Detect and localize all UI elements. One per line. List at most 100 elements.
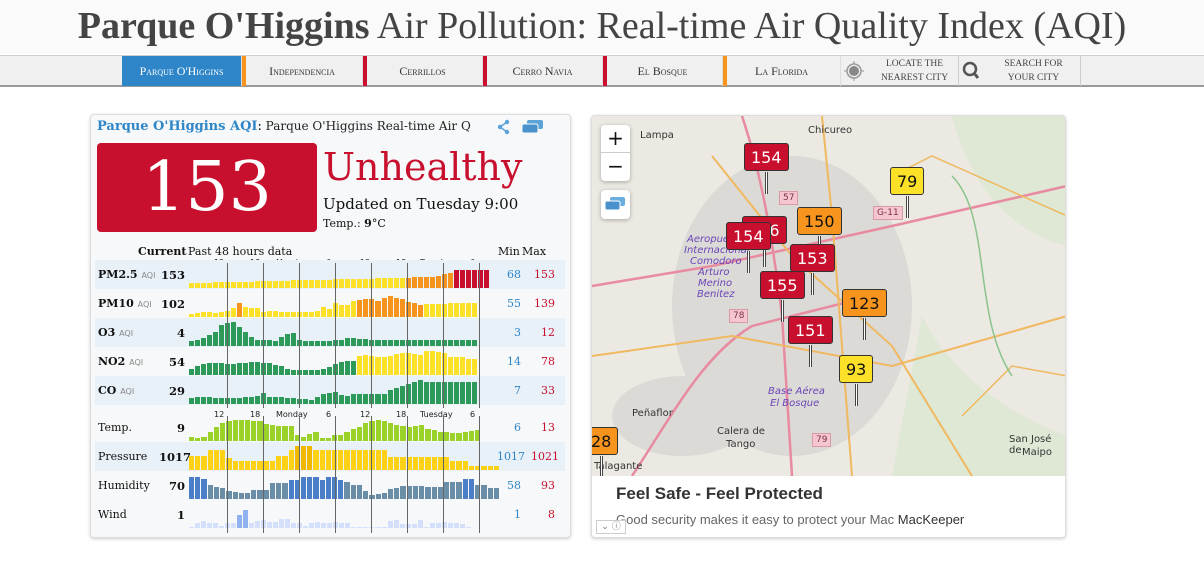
sparkline-bar	[313, 477, 319, 499]
sparkline-bar	[465, 303, 471, 317]
sparkline-bar	[189, 527, 195, 528]
sparkline-bar	[357, 339, 363, 346]
map-airport-label: Arturo	[698, 267, 730, 278]
row-o3[interactable]: O3 AQI 4 3 12	[95, 318, 565, 347]
sparkline-bar	[325, 450, 332, 470]
sparkline-bar	[226, 421, 232, 441]
sparkline-bar	[232, 461, 238, 470]
sparkline-bar	[351, 527, 357, 528]
share-icon[interactable]	[496, 119, 512, 135]
row-pm10[interactable]: PM10 AQI 102 55 139	[95, 289, 565, 318]
sparkline-bar	[351, 301, 357, 317]
aqi-status: Unhealthy	[323, 145, 523, 189]
sparkline-bar	[357, 356, 363, 375]
sparkline-bar	[269, 461, 276, 470]
ad-info-button[interactable]: ⌄ ⓘ	[596, 520, 626, 534]
sparkline-bar	[257, 490, 263, 499]
aqi-station-marker[interactable]: 151	[788, 316, 833, 367]
sparkline-bar	[220, 423, 226, 441]
time-tick	[227, 416, 228, 533]
sparkline-bar	[273, 522, 279, 528]
pm10-sparkline	[189, 291, 489, 317]
col-max: Max	[522, 245, 547, 258]
sparkline-bar	[453, 270, 459, 288]
aqi-station-marker[interactable]: 154	[726, 222, 771, 273]
map-layers-button[interactable]	[601, 190, 630, 219]
sparkline-bar	[450, 482, 456, 499]
nav-tab-la-florida[interactable]: La Florida	[723, 56, 841, 86]
zoom-in-button[interactable]: +	[601, 125, 630, 153]
sparkline-bar	[345, 338, 351, 346]
row-pressure[interactable]: Pressure 1017 1017 1021	[95, 442, 565, 471]
sparkline-bar	[195, 282, 201, 288]
aqi-station-marker[interactable]: 154	[744, 143, 789, 194]
map-airport-label: Internacional	[684, 245, 750, 256]
sparkline-bar	[441, 274, 447, 288]
sparkline-bar	[282, 456, 288, 470]
aqi-station-marker[interactable]: 155	[760, 271, 805, 322]
time-axis-bottom: 12 18 Monday 6 12 18 Tuesday 6	[214, 410, 476, 419]
sparkline-bar	[411, 524, 417, 528]
sparkline-bar	[375, 394, 381, 404]
row-no2[interactable]: NO2 AQI 54 14 78	[95, 347, 565, 376]
sparkline-bar	[406, 427, 412, 441]
locate-nearest-city-button[interactable]: LOCATE THE NEAREST CITY	[841, 56, 959, 86]
row-humidity[interactable]: Humidity 70 58 93	[95, 471, 565, 500]
sparkline-bar	[363, 355, 369, 375]
nav-tab-parque-ohiggins[interactable]: Parque O'Higgins	[122, 56, 242, 86]
time-tick	[263, 263, 264, 408]
sparkline-bar	[456, 461, 462, 470]
sparkline-bar	[363, 527, 369, 528]
nav-tab-independencia[interactable]: Independencia	[242, 56, 363, 86]
row-temp[interactable]: Temp. 9 6 13	[95, 413, 565, 442]
sparkline-bar	[429, 277, 435, 288]
sparkline-bar	[459, 303, 465, 317]
advertisement[interactable]: Feel Safe - Feel Protected Good security…	[592, 476, 1065, 537]
nav-tab-cerrillos[interactable]: Cerrillos	[363, 56, 483, 86]
aqi-map[interactable]: Lampa Chicureo Peñaflor Calera de Tango Talag…	[591, 115, 1066, 538]
sparkline-bar	[288, 450, 294, 470]
sparkline-bar	[429, 382, 435, 404]
sparkline-bar	[276, 456, 282, 470]
sparkline-bar	[201, 437, 207, 441]
row-pm25[interactable]: PM2.5 AQI 153 68 153	[95, 260, 565, 289]
sparkline-bar	[238, 493, 244, 499]
widget-icon[interactable]	[521, 119, 545, 135]
aqi-station-marker[interactable]: 79	[890, 167, 925, 218]
sparkline-bar	[339, 362, 345, 375]
sparkline-bar	[315, 311, 321, 317]
sparkline-bar	[255, 308, 261, 317]
map-place-label: Peñaflor	[632, 408, 673, 419]
search-city-button[interactable]: SEARCH FOR YOUR CITY	[959, 56, 1081, 86]
time-tick	[443, 416, 444, 533]
sparkline-bar	[303, 341, 309, 346]
sparkline-bar	[291, 312, 297, 317]
zoom-out-button[interactable]: −	[607, 154, 624, 178]
sparkline-bar	[255, 521, 261, 528]
nav-tab-el-bosque[interactable]: El Bosque	[603, 56, 723, 86]
sparkline-bar	[279, 397, 285, 404]
aqi-station-marker[interactable]: 93	[839, 355, 874, 406]
row-co[interactable]: CO AQI 29 7 33	[95, 376, 565, 405]
sparkline-bar	[219, 282, 225, 288]
sparkline-bar	[201, 312, 207, 317]
sparkline-bar	[231, 364, 237, 375]
sparkline-bar	[387, 521, 393, 528]
sparkline-bar	[207, 335, 213, 346]
sparkline-bar	[412, 486, 419, 499]
sparkline-bar	[219, 363, 225, 375]
sparkline-bar	[417, 520, 423, 528]
aqi-station-marker[interactable]: 153	[790, 244, 835, 295]
sparkline-bar	[344, 482, 350, 499]
sparkline-bar	[232, 492, 238, 499]
aqi-station-marker[interactable]: 150	[797, 207, 842, 258]
sparkline-bar	[363, 450, 369, 470]
sparkline-bar	[207, 282, 213, 288]
aqi-station-marker[interactable]: 123	[842, 289, 887, 340]
sparkline-bar	[276, 483, 282, 499]
sparkline-bar	[321, 307, 327, 317]
nav-tab-cerro-navia[interactable]: Cerro Navia	[483, 56, 603, 86]
sparkline-bar	[351, 361, 357, 375]
aqi-station-marker[interactable]: 28	[592, 427, 619, 478]
